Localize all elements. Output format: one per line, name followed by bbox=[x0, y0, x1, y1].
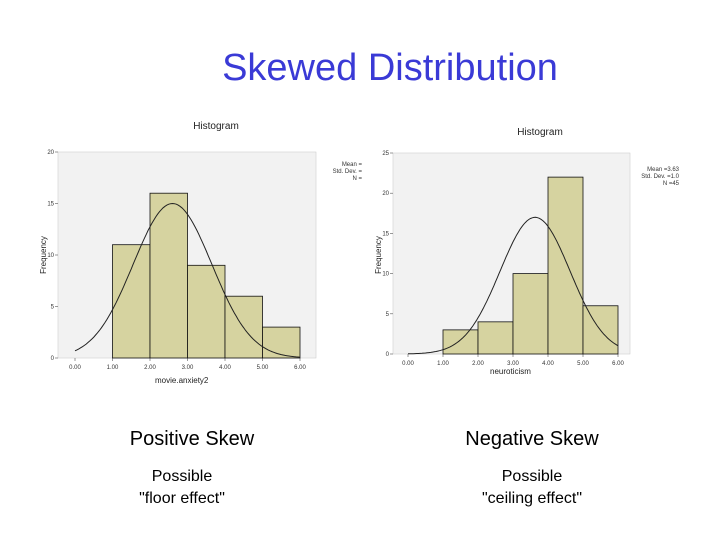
x-tick-label-0-2: 2.00 bbox=[144, 365, 156, 371]
histogram-bar-1-0 bbox=[442, 329, 479, 355]
x-tick-label-0-6: 6.00 bbox=[294, 365, 306, 371]
x-tick-label-0-0: 0.00 bbox=[69, 365, 81, 371]
stats-line-1-1: Std. Dev. =1.0 bbox=[641, 174, 679, 180]
x-tick-label-0-1: 1.00 bbox=[107, 365, 119, 371]
stats-line-0-2: N = bbox=[352, 176, 362, 182]
stats-line-1-2: N =45 bbox=[663, 181, 680, 187]
histogram-bar-0-4 bbox=[262, 326, 301, 359]
stats-line-1-0: Mean =3.63 bbox=[647, 167, 680, 173]
y-tick-label-1-4: 20 bbox=[382, 191, 389, 197]
histogram-bar-1-3 bbox=[547, 176, 584, 355]
left-subcaption-1: Possible bbox=[151, 468, 213, 485]
x-tick-label-1-2: 2.00 bbox=[472, 361, 484, 367]
x-axis-label-1: neuroticism bbox=[490, 367, 531, 376]
y-tick-label-1-5: 25 bbox=[382, 151, 389, 157]
x-axis-label-0: movie.anxiety2 bbox=[155, 376, 209, 385]
x-tick-label-1-0: 0.00 bbox=[402, 361, 414, 367]
x-tick-label-1-1: 1.00 bbox=[437, 361, 449, 367]
right-subcaption-1: Possible bbox=[501, 468, 563, 485]
y-axis-label-0: Frequency bbox=[39, 236, 48, 274]
y-tick-label-1-0: 0 bbox=[386, 352, 390, 358]
x-tick-label-0-4: 4.00 bbox=[219, 365, 231, 371]
slide-title: Skewed Distribution bbox=[222, 47, 558, 89]
stats-line-0-1: Std. Dev. = bbox=[333, 169, 363, 175]
y-tick-label-1-1: 5 bbox=[386, 312, 390, 318]
x-tick-label-1-6: 6.00 bbox=[612, 361, 624, 367]
right-subcaption-2: "ceiling effect" bbox=[481, 490, 582, 507]
histogram-bar-1-1 bbox=[477, 321, 514, 355]
y-tick-label-1-2: 10 bbox=[382, 272, 389, 278]
left-subcaption-2: "floor effect" bbox=[139, 490, 225, 507]
chart-title-1: Histogram bbox=[517, 127, 563, 138]
normal-curve-1 bbox=[408, 216, 619, 355]
y-tick-label-0-0: 0 bbox=[51, 356, 55, 362]
x-tick-label-0-5: 5.00 bbox=[257, 365, 269, 371]
normal-curve-0 bbox=[74, 202, 301, 358]
histogram-bar-0-0 bbox=[112, 244, 151, 359]
y-tick-label-0-1: 5 bbox=[51, 305, 55, 311]
chart-title-0: Histogram bbox=[193, 121, 239, 132]
stats-line-0-0: Mean = bbox=[342, 162, 363, 168]
y-tick-label-0-4: 20 bbox=[47, 150, 54, 156]
x-tick-label-1-4: 4.00 bbox=[542, 361, 554, 367]
left-caption: Positive Skew bbox=[129, 428, 255, 450]
y-axis-label-1: Frequency bbox=[374, 236, 383, 274]
right-caption: Negative Skew bbox=[465, 428, 599, 450]
histogram-bar-1-2 bbox=[512, 273, 549, 355]
y-tick-label-0-3: 15 bbox=[47, 202, 54, 208]
y-tick-label-1-3: 15 bbox=[382, 231, 389, 237]
x-tick-label-1-5: 5.00 bbox=[577, 361, 589, 367]
histogram-bar-0-2 bbox=[187, 264, 226, 359]
x-tick-label-0-3: 3.00 bbox=[182, 365, 194, 371]
x-tick-label-1-3: 3.00 bbox=[507, 361, 519, 367]
y-tick-label-0-2: 10 bbox=[47, 253, 54, 259]
